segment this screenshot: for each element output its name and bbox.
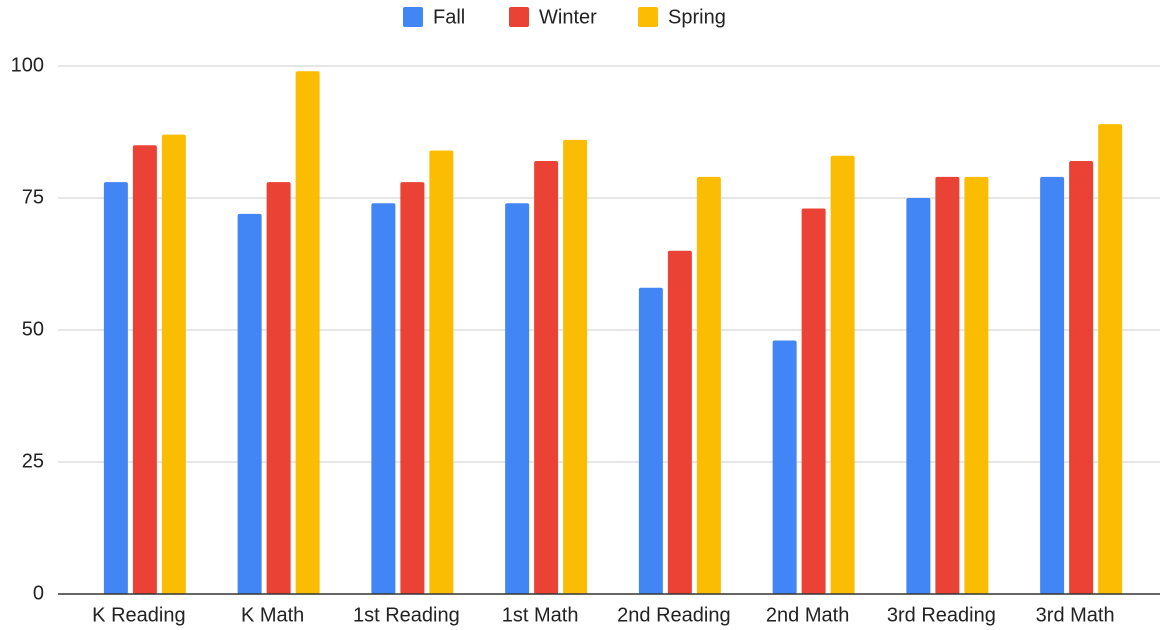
bar bbox=[237, 213, 262, 594]
bar bbox=[638, 287, 663, 594]
bar bbox=[906, 198, 931, 594]
legend-label: Spring bbox=[668, 6, 726, 28]
y-tick-label: 50 bbox=[22, 318, 44, 340]
bar bbox=[505, 203, 530, 594]
y-tick-label: 100 bbox=[11, 54, 44, 76]
legend-label: Fall bbox=[433, 6, 465, 28]
bar bbox=[772, 340, 797, 594]
x-tick-label: K Math bbox=[241, 604, 304, 626]
bar bbox=[429, 150, 454, 595]
bar bbox=[400, 182, 425, 594]
bar bbox=[161, 134, 186, 594]
bar bbox=[830, 155, 855, 594]
legend-swatch bbox=[403, 7, 423, 27]
x-tick-label: 3rd Reading bbox=[887, 604, 996, 626]
x-tick-label: K Reading bbox=[92, 604, 185, 626]
legend-swatch bbox=[638, 7, 658, 27]
bar bbox=[1098, 124, 1123, 594]
bar bbox=[295, 71, 320, 594]
bar bbox=[371, 203, 396, 594]
bar bbox=[1069, 161, 1094, 595]
bar bbox=[801, 208, 826, 594]
bar bbox=[266, 182, 291, 594]
bar bbox=[935, 176, 960, 594]
x-tick-label: 2nd Math bbox=[766, 604, 849, 626]
bar bbox=[696, 176, 721, 594]
legend-swatch bbox=[509, 7, 529, 27]
y-tick-label: 75 bbox=[22, 186, 44, 208]
x-tick-label: 2nd Reading bbox=[617, 604, 730, 626]
x-tick-label: 3rd Math bbox=[1036, 604, 1115, 626]
y-tick-label: 25 bbox=[22, 450, 44, 472]
bar bbox=[132, 145, 157, 594]
bar bbox=[563, 139, 588, 595]
x-tick-label: 1st Reading bbox=[353, 604, 460, 626]
y-tick-label: 0 bbox=[33, 582, 44, 604]
bar bbox=[1040, 176, 1065, 594]
x-tick-label: 1st Math bbox=[502, 604, 579, 626]
legend-label: Winter bbox=[539, 6, 597, 28]
bar bbox=[103, 182, 128, 594]
bar bbox=[534, 161, 559, 595]
bar bbox=[964, 176, 989, 594]
bar bbox=[667, 250, 692, 595]
